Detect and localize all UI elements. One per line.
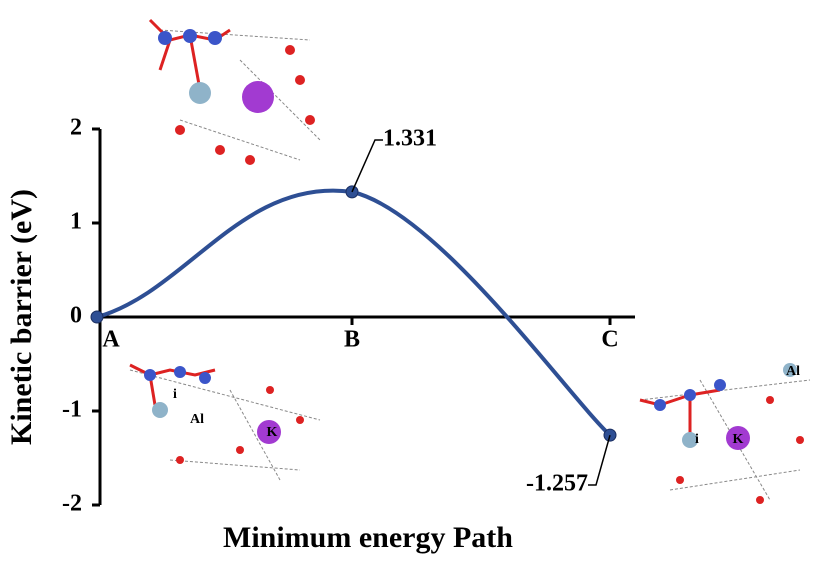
structure-label: K bbox=[733, 432, 744, 447]
structure-label: i bbox=[173, 387, 177, 402]
structure-label: K bbox=[267, 425, 278, 440]
y-tick-label: 0 bbox=[70, 303, 82, 329]
structure-label: Al bbox=[786, 364, 800, 379]
point bbox=[90, 310, 104, 324]
y-tick-label: 1 bbox=[70, 209, 82, 235]
structure-label: i bbox=[695, 432, 699, 447]
molecule-top bbox=[148, 18, 321, 165]
y-tick-label: 2 bbox=[70, 115, 82, 141]
molecule-right bbox=[639, 363, 811, 504]
x-tick-label: C bbox=[601, 327, 618, 353]
leader bbox=[351, 139, 383, 193]
x-tick-label: B bbox=[344, 327, 360, 353]
x-axis-title: Minimum energy Path bbox=[223, 521, 513, 554]
value-label: -1.257 bbox=[526, 471, 588, 497]
value-label: 1.331 bbox=[383, 126, 437, 152]
y-tick-label: -1 bbox=[62, 397, 82, 423]
structure-label: Al bbox=[190, 412, 204, 427]
y-axis-title: Kinetic barrier (eV) bbox=[5, 189, 38, 445]
leader bbox=[588, 434, 611, 486]
molecule-bottom-left bbox=[129, 363, 321, 481]
x-tick-label: A bbox=[102, 327, 120, 353]
y-tick-label: -2 bbox=[62, 491, 82, 517]
